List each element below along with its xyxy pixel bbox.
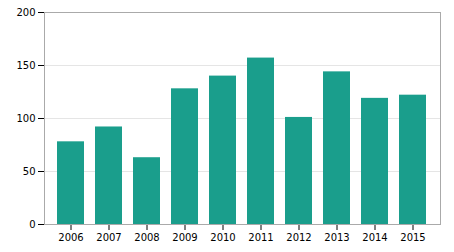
- svg-text:2007: 2007: [96, 232, 121, 243]
- svg-text:0: 0: [29, 219, 35, 230]
- svg-text:2015: 2015: [400, 232, 425, 243]
- svg-text:2013: 2013: [324, 232, 349, 243]
- svg-text:2009: 2009: [172, 232, 197, 243]
- svg-text:2008: 2008: [134, 232, 159, 243]
- svg-text:2011: 2011: [248, 232, 273, 243]
- svg-text:2010: 2010: [210, 232, 235, 243]
- svg-text:2012: 2012: [286, 232, 311, 243]
- svg-text:200: 200: [16, 7, 35, 18]
- svg-text:2014: 2014: [362, 232, 387, 243]
- svg-text:100: 100: [16, 113, 35, 124]
- svg-text:2006: 2006: [58, 232, 83, 243]
- svg-text:50: 50: [23, 166, 36, 177]
- svg-text:150: 150: [16, 60, 35, 71]
